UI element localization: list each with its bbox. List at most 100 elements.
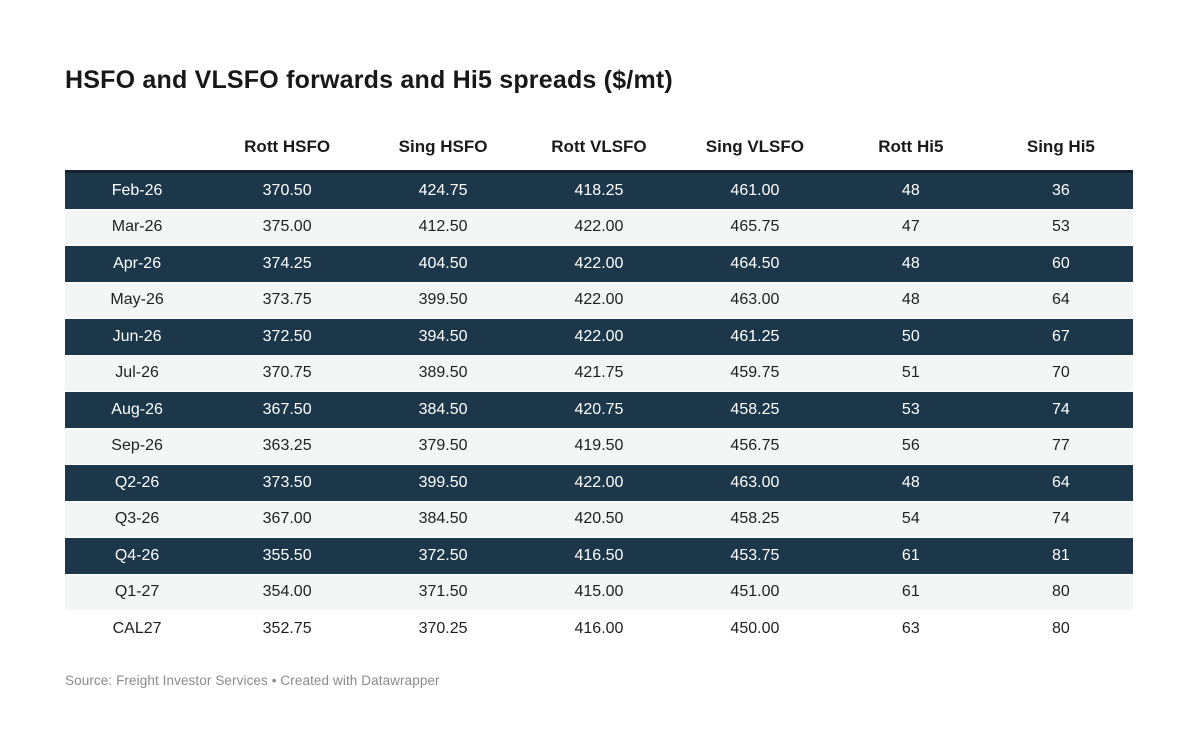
row-label: Aug-26: [111, 400, 163, 418]
table-cell: 420.75: [574, 400, 624, 418]
table-cell: 50: [901, 327, 920, 345]
row-label: Feb-26: [111, 181, 163, 199]
table-cell: 412.50: [418, 218, 468, 236]
table-cell: 415.00: [574, 583, 624, 601]
credit-text[interactable]: Created with Datawrapper: [280, 672, 440, 688]
table-row: Mar-26 375.00 412.50 422.00 465.75 47 53: [65, 209, 1133, 246]
table-cell: 424.75: [418, 181, 468, 199]
table-cell: 404.50: [418, 254, 468, 272]
table-cell: 416.00: [574, 619, 624, 637]
table-cell: 371.50: [418, 583, 468, 601]
table-cell: 458.25: [730, 400, 780, 418]
forwards-table: Rott HSFO Sing HSFO Rott VLSFO Sing VLSFO Ro…: [65, 137, 1133, 647]
column-header: Sing Hi5: [1026, 137, 1095, 156]
table-cell: 64: [1051, 473, 1070, 491]
table-cell: 459.75: [730, 364, 780, 382]
table-cell: 80: [1051, 619, 1070, 637]
table-cell: 61: [901, 546, 920, 564]
row-label: Apr-26: [113, 254, 162, 272]
row-label: CAL27: [112, 619, 162, 637]
header-row: Rott HSFO Sing HSFO Rott VLSFO Sing VLSFO Ro…: [65, 137, 1133, 172]
column-header: Rott VLSFO: [551, 137, 647, 156]
table-cell: 379.50: [418, 437, 468, 455]
table-cell: 463.00: [730, 291, 780, 309]
table-cell: 370.75: [262, 364, 312, 382]
table-cell: 384.50: [418, 400, 468, 418]
table-cell: 399.50: [418, 473, 468, 491]
table-row: Q3-26 367.00 384.50 420.50 458.25 54 74: [65, 501, 1133, 538]
table-cell: 51: [901, 364, 920, 382]
column-header: Rott HSFO: [244, 137, 331, 156]
column-header: Sing HSFO: [398, 137, 488, 156]
table-cell: 461.00: [730, 181, 780, 199]
column-header: Sing VLSFO: [705, 137, 805, 156]
row-label: Mar-26: [111, 218, 163, 236]
table-cell: 63: [901, 619, 920, 637]
table-cell: 374.25: [262, 254, 312, 272]
table-cell: 48: [901, 291, 920, 309]
table-cell: 373.50: [262, 473, 312, 491]
table-cell: 458.25: [730, 510, 780, 528]
table-cell: 399.50: [418, 291, 468, 309]
table-cell: 54: [901, 510, 920, 528]
table-row: Feb-26 370.50 424.75 418.25 461.00 48 36: [65, 171, 1133, 209]
table-cell: 67: [1051, 327, 1070, 345]
chart-title: HSFO and VLSFO forwards and Hi5 spreads …: [65, 66, 673, 94]
row-label: Jul-26: [115, 364, 159, 382]
table-cell: 422.00: [574, 291, 624, 309]
table-cell: 450.00: [730, 619, 780, 637]
table-cell: 465.75: [730, 218, 780, 236]
table-row: May-26 373.75 399.50 422.00 463.00 48 64: [65, 282, 1133, 319]
table-cell: 355.50: [262, 546, 312, 564]
table-cell: 372.50: [418, 546, 468, 564]
table-cell: 48: [901, 473, 920, 491]
table-cell: 372.50: [262, 327, 312, 345]
table-row: Aug-26 367.50 384.50 420.75 458.25 53 74: [65, 391, 1133, 428]
table-cell: 352.75: [262, 619, 312, 637]
table-cell: 370.25: [418, 619, 468, 637]
table-cell: 77: [1051, 437, 1070, 455]
table-cell: 53: [901, 400, 920, 418]
table-cell: 48: [901, 181, 920, 199]
footer-separator: •: [267, 672, 281, 688]
table-cell: 36: [1051, 181, 1070, 199]
table-row: Sep-26 363.25 379.50 419.50 456.75 56 77: [65, 428, 1133, 465]
table-cell: 451.00: [730, 583, 780, 601]
table-cell: 367.00: [262, 510, 312, 528]
table-cell: 363.25: [262, 437, 312, 455]
row-label: Q4-26: [114, 546, 160, 564]
source-text: Source: Freight Investor Services: [65, 672, 268, 688]
row-label: Q3-26: [114, 510, 160, 528]
table-cell: 422.00: [574, 473, 624, 491]
table-cell: 463.00: [730, 473, 780, 491]
table-cell: 64: [1051, 291, 1070, 309]
table-cell: 421.75: [574, 364, 624, 382]
table-cell: 53: [1051, 218, 1070, 236]
table-cell: 453.75: [730, 546, 780, 564]
table-cell: 56: [901, 437, 920, 455]
table-cell: 394.50: [418, 327, 468, 345]
table-cell: 47: [901, 218, 920, 236]
table-row: Q1-27 354.00 371.50 415.00 451.00 61 80: [65, 574, 1133, 611]
table-body: Feb-26 370.50 424.75 418.25 461.00 48 36 Mar-26…: [65, 171, 1133, 647]
table-cell: 74: [1051, 510, 1070, 528]
table-cell: 422.00: [574, 254, 624, 272]
table-cell: 70: [1051, 364, 1070, 382]
table-cell: 370.50: [262, 181, 312, 199]
table-cell: 422.00: [574, 218, 624, 236]
table-row: Q2-26 373.50 399.50 422.00 463.00 48 64: [65, 464, 1133, 501]
table-cell: 418.25: [574, 181, 624, 199]
table-cell: 354.00: [262, 583, 312, 601]
row-label: Sep-26: [111, 437, 163, 455]
table-cell: 456.75: [730, 437, 780, 455]
row-label: May-26: [110, 291, 164, 309]
table-cell: 80: [1051, 583, 1070, 601]
table-cell: 420.50: [574, 510, 624, 528]
table-row: Q4-26 355.50 372.50 416.50 453.75 61 81: [65, 537, 1133, 574]
table-cell: 367.50: [262, 400, 312, 418]
table-cell: 61: [901, 583, 920, 601]
row-label: Q1-27: [114, 583, 160, 601]
table-cell: 81: [1051, 546, 1070, 564]
column-header-empty: [65, 137, 209, 172]
